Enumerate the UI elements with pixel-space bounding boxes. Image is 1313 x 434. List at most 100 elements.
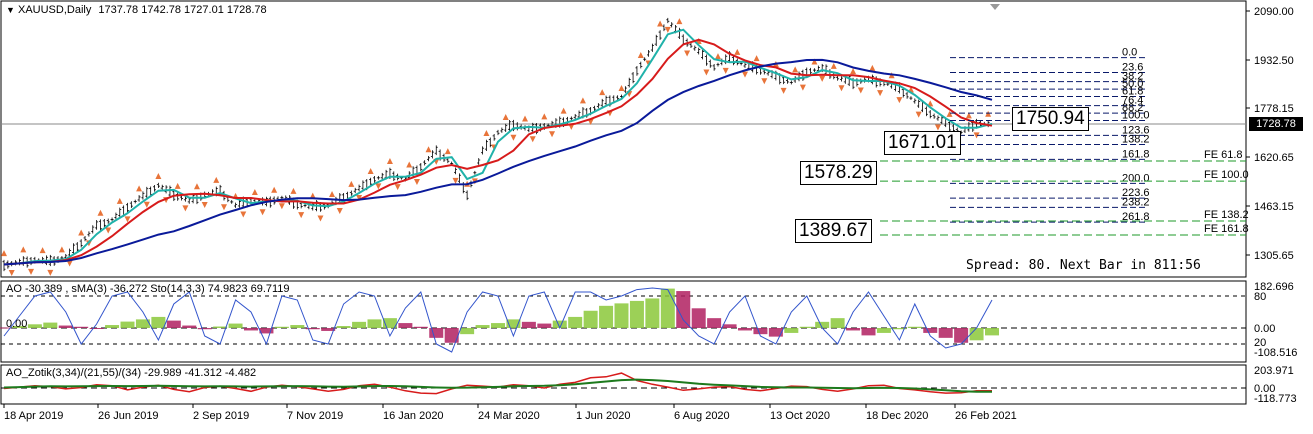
fractal-up [386, 158, 393, 165]
fractal-up [97, 209, 104, 216]
ao-bar [923, 328, 938, 333]
fractal-down [259, 209, 266, 216]
x-tick-label: 1 Jun 2020 [576, 410, 630, 422]
fib-level-label: 61.8 [1122, 85, 1143, 97]
ao-bar [197, 328, 212, 330]
ao-bar [336, 326, 351, 328]
ao-bar [892, 328, 907, 330]
price-label-1578: 1578.29 [800, 161, 877, 185]
fractal-down [857, 87, 864, 94]
fractal-up [522, 115, 529, 122]
ao-bar [799, 326, 814, 328]
ao-bar [58, 325, 73, 328]
ao-bar [599, 305, 614, 328]
x-tick-label: 13 Oct 2020 [770, 410, 830, 422]
fractal-down [722, 67, 729, 74]
dropdown-arrow-icon[interactable]: ▼ [6, 5, 15, 15]
spread-info: Spread: 80. Next Bar in 811:56 [966, 258, 1201, 273]
ao-bar [969, 328, 984, 341]
stochastic-line [3, 287, 993, 353]
chart-title: ▼ XAUUSD,Daily 1737.78 1742.78 1727.01 1… [6, 4, 267, 16]
fib-level-label: 138.2 [1122, 134, 1150, 146]
zotik-axis-label: -118.773 [1254, 393, 1297, 405]
fractal-down [413, 178, 420, 185]
fractal-up [213, 176, 220, 183]
ao-bar [0, 327, 11, 329]
ao-bar [135, 319, 150, 328]
fractal-up [39, 247, 46, 254]
fib-level-label: 238.2 [1122, 196, 1150, 208]
ohlc-values: 1737.78 1742.78 1727.01 1728.78 [98, 4, 267, 16]
ao-bar [305, 328, 320, 330]
fractal-up [155, 173, 162, 180]
fractal-down [240, 211, 247, 218]
ao-bar [660, 288, 675, 328]
ao-bar [321, 328, 336, 331]
moving-average-line [3, 38, 993, 266]
x-tick-label: 16 Jan 2020 [383, 410, 444, 422]
fractal-down [549, 131, 556, 138]
ao-bar [12, 326, 27, 328]
fractal-down [819, 75, 826, 82]
fractal-up [136, 185, 143, 192]
fractal-up [251, 188, 258, 195]
fractal-up [309, 192, 316, 199]
fractal-up [560, 107, 567, 114]
fractal-up [618, 84, 625, 91]
fractal-up [637, 51, 644, 58]
x-tick-label: 26 Feb 2021 [955, 410, 1017, 422]
ao-bar [27, 324, 42, 328]
ao-bar [429, 328, 444, 338]
fractal-down [143, 201, 150, 208]
ao-bar [521, 321, 536, 328]
fractal-up [193, 183, 200, 190]
fractal-down [124, 216, 131, 223]
moving-average-line [3, 28, 993, 266]
ao-bar [506, 319, 521, 328]
fib-level-label: 50.0 [1122, 78, 1143, 90]
ao-bar [645, 298, 660, 328]
x-tick-label: 7 Nov 2019 [287, 410, 343, 422]
ao-bar [43, 322, 58, 328]
ao-bar [815, 321, 830, 328]
fractal-down [915, 111, 922, 118]
fractal-up [483, 130, 490, 137]
fractal-down [452, 177, 459, 184]
ao-bar [568, 316, 583, 328]
fractal-up [78, 229, 85, 236]
fractal-down [529, 136, 536, 143]
ao-zero-label: 0.00 [6, 318, 28, 330]
fractal-down [510, 134, 517, 141]
price-tick-label: 1778.15 [1254, 103, 1294, 115]
fractal-up [406, 161, 413, 168]
fractal-up [290, 187, 297, 194]
x-tick-label: 18 Apr 2019 [4, 410, 63, 422]
scroll-marker-icon[interactable] [990, 4, 1000, 10]
fractal-up [541, 113, 548, 120]
fib-level-label: 161.8 [1122, 148, 1150, 160]
ao-bar [166, 320, 181, 328]
fractal-up [271, 186, 278, 193]
ao-axis-label: 182.696 [1254, 281, 1294, 293]
fractal-up [348, 180, 355, 187]
ao-bar [938, 328, 953, 338]
fractal-up [734, 48, 741, 55]
fractal-up [927, 100, 934, 107]
zotik-header: AO_Zotik(3,34)/(21,55)/(34) -29.989 -41.… [6, 367, 257, 379]
ao-bar [614, 303, 629, 328]
fib-level-label: 123.6 [1122, 124, 1150, 136]
ao-bar [290, 325, 305, 328]
ao-bar [552, 320, 567, 328]
ao-bar [985, 328, 999, 336]
ao-bar [846, 328, 861, 331]
ao-bar [259, 328, 274, 334]
ao-bar [722, 324, 737, 328]
fractal-down [298, 212, 305, 219]
fractal-down [220, 204, 227, 211]
fractal-down [742, 71, 748, 78]
price-label-1671: 1671.01 [884, 131, 961, 155]
fractal-up [367, 168, 374, 175]
ao-bar [537, 323, 552, 328]
